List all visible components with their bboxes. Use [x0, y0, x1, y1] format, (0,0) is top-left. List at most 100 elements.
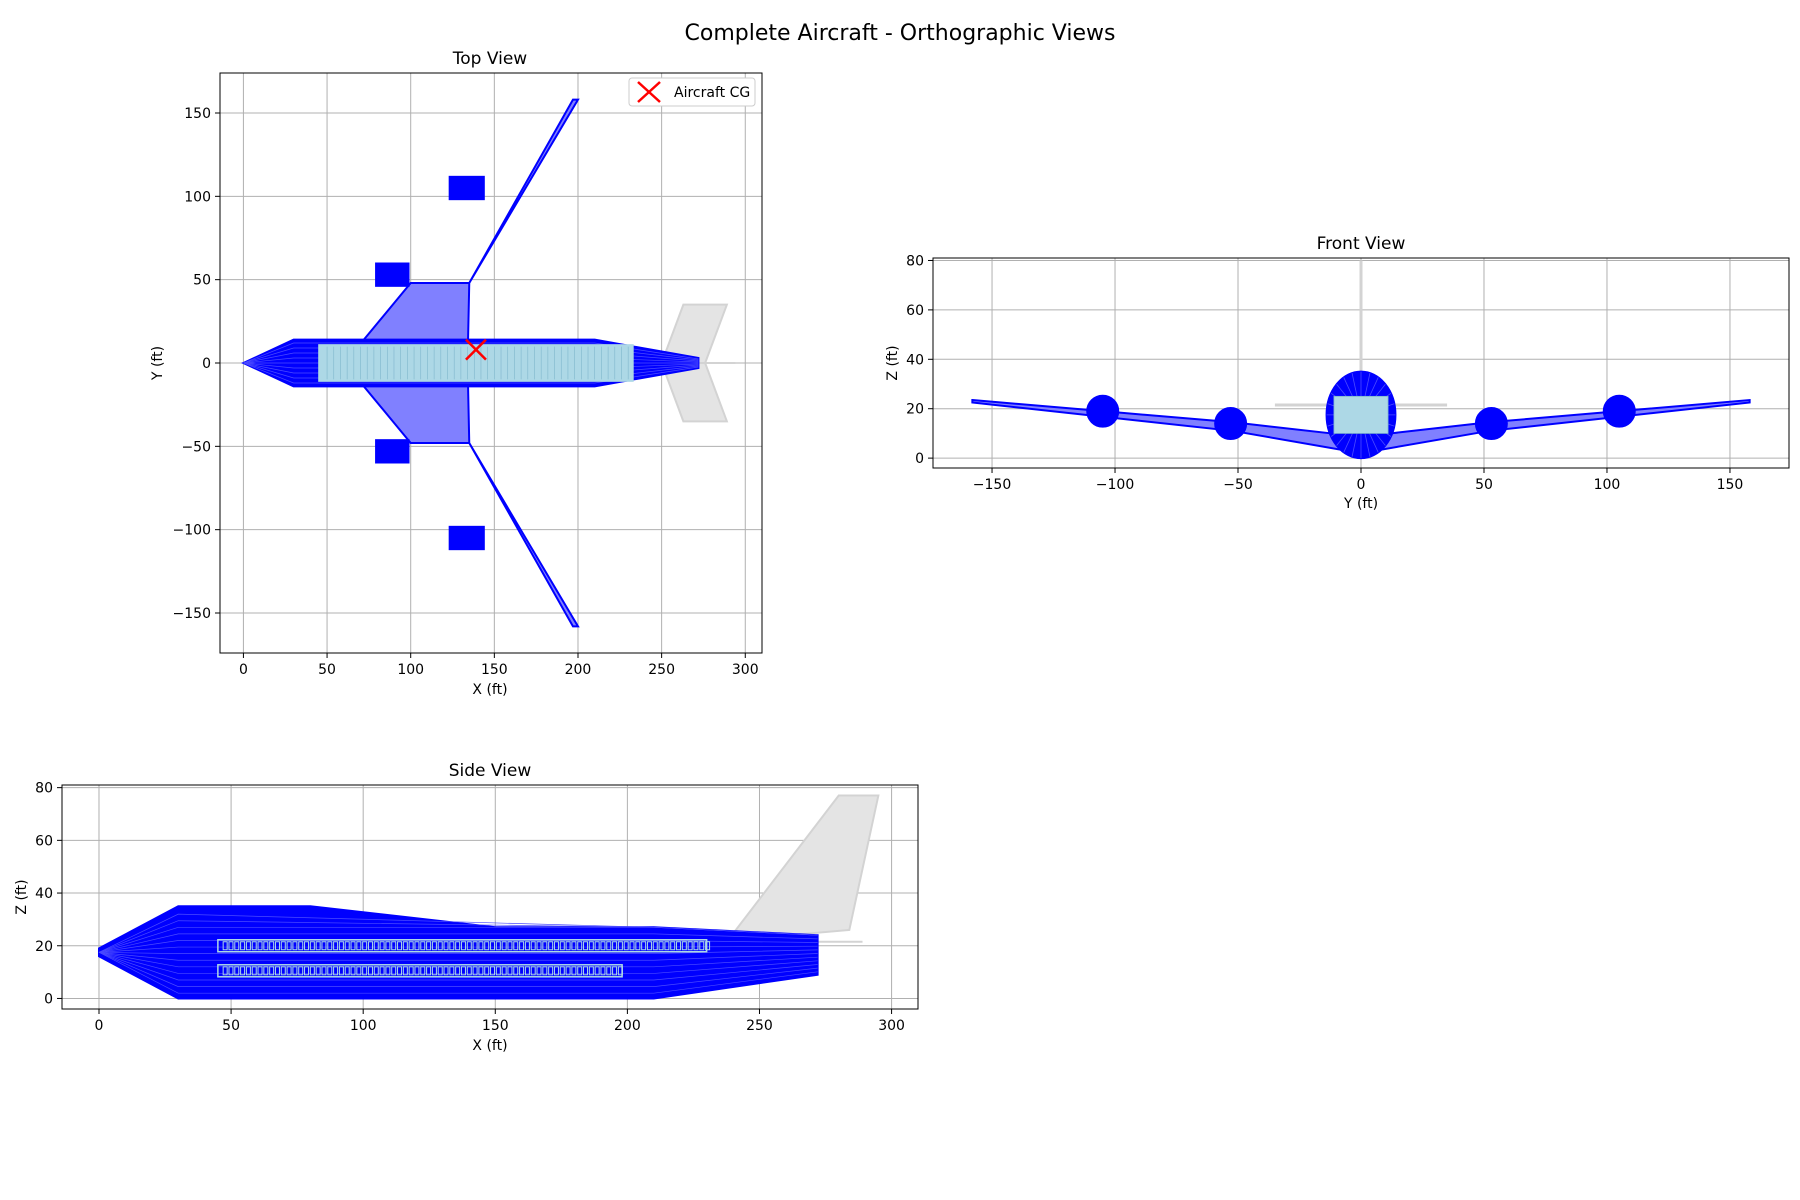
seat-side: [263, 941, 269, 951]
seat-side: [304, 966, 310, 976]
top-tick-label-x: 250: [648, 662, 675, 678]
top-view-plot-area: [241, 98, 736, 628]
seat-side: [542, 966, 548, 976]
seat-side: [373, 941, 379, 951]
fuselage-section-line: [98, 952, 818, 974]
seat-side: [687, 941, 693, 951]
seat-side: [437, 941, 443, 951]
seat-side: [286, 966, 292, 976]
front-tick-label-y: 80: [906, 253, 924, 269]
seat-side: [315, 941, 321, 951]
seat-side: [617, 966, 623, 976]
seat-side: [286, 941, 292, 951]
top-view-chart: Top View 0 50 100 150 200 250 300 −150 −100 −50 0 5…: [150, 49, 763, 698]
top-tick-label-y: −100: [173, 523, 211, 539]
seat-side: [588, 941, 594, 951]
seat-side: [699, 941, 705, 951]
seat-side: [379, 941, 385, 951]
seat-side: [460, 941, 466, 951]
seat-side: [588, 966, 594, 976]
seat-side: [274, 941, 280, 951]
seat-side: [356, 941, 362, 951]
seat-side: [606, 966, 612, 976]
seat-side: [240, 966, 246, 976]
engine-front: [1086, 394, 1120, 428]
top-tick-label-y: −50: [181, 439, 211, 455]
seat-side: [391, 941, 397, 951]
seat-side: [234, 966, 240, 976]
top-view-legend: Aircraft CG: [628, 77, 756, 107]
side-tick-label-x: 300: [878, 1018, 905, 1034]
seat-side: [478, 966, 484, 976]
top-tick-label-y: 50: [193, 273, 211, 289]
seat-side: [362, 941, 368, 951]
side-tick-label-y: 80: [35, 781, 53, 797]
cg-marker: [465, 338, 487, 361]
legend-box: [628, 77, 756, 107]
seat-side: [402, 966, 408, 976]
seat-side: [612, 966, 618, 976]
seat-side: [635, 941, 641, 951]
seat-side: [362, 966, 368, 976]
seat-side: [530, 941, 536, 951]
side-view-ticks: 0 50 100 150 200 250 300 0 20 40 60 80: [35, 781, 905, 1034]
seat-side: [501, 941, 507, 951]
seat-side: [245, 941, 251, 951]
side-tick-label-x: 0: [95, 1018, 104, 1034]
seat-side: [513, 941, 519, 951]
seat-side: [397, 966, 403, 976]
seat-side: [571, 966, 577, 976]
seat-side: [466, 966, 472, 976]
seat-side: [426, 941, 432, 951]
seat-side: [652, 941, 658, 951]
seat-side: [600, 941, 606, 951]
seat-side: [623, 941, 629, 951]
seat-side: [257, 941, 263, 951]
fuselage-section-line: [98, 949, 818, 955]
seat-side: [490, 966, 496, 976]
top-tick-label-x: 0: [239, 662, 248, 678]
top-view-ticks: 0 50 100 150 200 250 300 −150 −100 −50 0 50 100 150: [173, 106, 759, 678]
seat-side: [333, 966, 339, 976]
seat-side: [321, 941, 327, 951]
top-view-xlabel: X (ft): [472, 682, 507, 698]
side-view-title: Side View: [449, 761, 532, 781]
front-tick-label-y: 60: [906, 303, 924, 319]
seat-side: [646, 941, 652, 951]
side-tick-label-y: 40: [35, 886, 53, 902]
seat-side: [693, 941, 699, 951]
front-tick-label-x: −150: [973, 477, 1011, 493]
seat-side: [612, 941, 618, 951]
engine-nacelle: [448, 175, 485, 201]
front-view-ylabel: Z (ft): [885, 345, 901, 380]
seat-side: [379, 966, 385, 976]
front-tick-label-x: −50: [1223, 477, 1253, 493]
front-tick-label-x: 100: [1594, 477, 1621, 493]
seat-side: [257, 966, 263, 976]
seat-side: [478, 941, 484, 951]
seat-side: [449, 966, 455, 976]
seat-side: [414, 941, 420, 951]
fuselage-section-line: [243, 362, 699, 384]
seat-side: [495, 941, 501, 951]
fuselage-section-line: [98, 952, 818, 981]
seat-side: [641, 941, 647, 951]
cabin-front: [1333, 395, 1389, 434]
front-tick-label-x: −100: [1096, 477, 1134, 493]
seat-side: [420, 941, 426, 951]
fuselage-section-line: [98, 933, 818, 953]
side-tick-label-y: 60: [35, 833, 53, 849]
seat-side: [431, 941, 437, 951]
cabin-upper-deck: [217, 939, 708, 953]
side-view-frame: [61, 784, 919, 1010]
seat-side: [321, 966, 327, 976]
front-tick-label-x: 0: [1357, 477, 1366, 493]
engine-front: [1602, 394, 1636, 428]
seat-side: [222, 966, 228, 976]
seat-side: [298, 941, 304, 951]
seat-side: [420, 966, 426, 976]
side-tick-label-y: 0: [44, 991, 53, 1007]
seat-side: [408, 966, 414, 976]
seat-side: [536, 941, 542, 951]
seat-side: [553, 966, 559, 976]
